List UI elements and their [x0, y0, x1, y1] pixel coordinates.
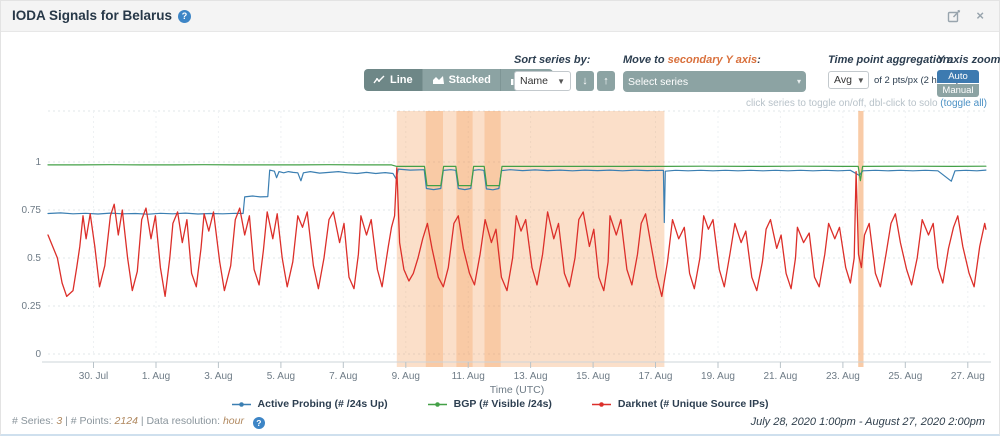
- svg-text:5. Aug: 5. Aug: [267, 371, 295, 382]
- secondary-axis-label-prefix: Move to: [623, 54, 668, 66]
- date-range: July 28, 2020 1:00pm - August 27, 2020 2…: [750, 416, 985, 428]
- svg-text:23. Aug: 23. Aug: [826, 371, 860, 382]
- legend-label: Active Probing (# /24s Up): [257, 398, 388, 410]
- chart-stats: # Series: 3 | # Points: 2124 | Data reso…: [12, 415, 265, 429]
- legend-marker-icon: [427, 401, 447, 407]
- series-count-value: 3: [56, 415, 63, 427]
- svg-text:9. Aug: 9. Aug: [392, 371, 420, 382]
- series-count-label: # Series:: [12, 415, 57, 427]
- aggregation-detail: of 2 pts/px (2 hours): [874, 75, 959, 86]
- line-chart-icon: [373, 75, 385, 84]
- points-count-label: # Points:: [70, 415, 115, 427]
- sort-series-value: Name: [520, 75, 549, 87]
- sort-series-select[interactable]: Name ▼: [514, 71, 571, 91]
- legend-item[interactable]: Active Probing (# /24s Up): [231, 398, 388, 410]
- aggregation-select[interactable]: Avg ▼: [828, 71, 869, 89]
- sort-descending-button[interactable]: ↓: [576, 71, 594, 91]
- resolution-value: hour: [222, 415, 244, 427]
- page-title: IODA Signals for Belarus?: [12, 8, 192, 23]
- legend-label: BGP (# Visible /24s): [453, 398, 552, 410]
- svg-text:0.75: 0.75: [22, 205, 42, 216]
- resolution-label: Data resolution:: [146, 415, 223, 427]
- secondary-axis-label: Move to secondary Y axis:: [623, 54, 761, 66]
- legend-item[interactable]: Darknet (# Unique Source IPs): [591, 398, 769, 410]
- svg-text:27. Aug: 27. Aug: [951, 371, 985, 382]
- area-chart-icon: [432, 76, 444, 84]
- svg-text:19. Aug: 19. Aug: [701, 371, 735, 382]
- chevron-down-icon: ▼: [557, 76, 565, 86]
- svg-text:11. Aug: 11. Aug: [452, 371, 485, 382]
- select-series-dropdown[interactable]: Select series ▾: [623, 71, 806, 92]
- chart-svg[interactable]: 30. Jul 1. Aug 3. Aug 5. Aug 7. Aug 9. Aug 11.…: [1, 105, 1000, 399]
- aggregation-label: Time point aggregation:: [828, 54, 954, 66]
- help-icon[interactable]: ?: [252, 417, 265, 429]
- svg-text:21. Aug: 21. Aug: [763, 371, 797, 382]
- svg-text:1: 1: [35, 157, 41, 168]
- aggregation-value: Avg: [834, 74, 852, 86]
- legend-marker-icon: [591, 401, 611, 407]
- page-title-text: IODA Signals for Belarus: [12, 8, 173, 23]
- panel-header: IODA Signals for Belarus? ×: [1, 1, 999, 32]
- svg-text:0.5: 0.5: [27, 253, 41, 264]
- y-zoom-auto-button[interactable]: Auto: [937, 70, 979, 83]
- svg-text:1. Aug: 1. Aug: [142, 371, 170, 382]
- svg-text:15. Aug: 15. Aug: [576, 371, 610, 382]
- stats-separator: |: [137, 415, 147, 427]
- edit-icon[interactable]: [947, 9, 961, 28]
- stats-separator: |: [62, 415, 71, 427]
- svg-text:30. Jul: 30. Jul: [79, 371, 108, 382]
- line-button-label: Line: [390, 74, 413, 86]
- series-toggle-hint-text: click series to toggle on/off, dbl-click…: [745, 98, 941, 109]
- svg-text:Time (UTC): Time (UTC): [490, 384, 544, 396]
- chevron-down-icon: ▾: [796, 77, 801, 86]
- svg-text:7. Aug: 7. Aug: [329, 371, 357, 382]
- toggle-all-link[interactable]: (toggle all): [940, 98, 987, 109]
- chart-legend: Active Probing (# /24s Up) BGP (# Visible…: [1, 398, 999, 410]
- legend-marker-icon: [231, 401, 251, 407]
- chevron-down-icon: ▼: [856, 75, 865, 85]
- series-toggle-hint: click series to toggle on/off, dbl-click…: [746, 98, 987, 109]
- sort-series-label: Sort series by:: [514, 54, 591, 66]
- points-count-value: 2124: [114, 415, 138, 427]
- y-axis-zoom-label: Y axis zoom:: [937, 54, 1000, 66]
- line-chart-button[interactable]: Line: [364, 69, 423, 91]
- close-icon[interactable]: ×: [976, 8, 984, 23]
- y-zoom-manual-button[interactable]: Manual: [937, 84, 979, 97]
- svg-text:13. Aug: 13. Aug: [514, 371, 548, 382]
- secondary-axis-label-suffix: :: [757, 54, 761, 66]
- help-icon[interactable]: ?: [178, 10, 192, 23]
- svg-text:25. Aug: 25. Aug: [888, 371, 922, 382]
- svg-text:0: 0: [35, 349, 41, 360]
- stacked-chart-button[interactable]: Stacked: [422, 69, 501, 91]
- svg-text:0.25: 0.25: [22, 301, 42, 312]
- select-series-placeholder: Select series: [628, 75, 689, 88]
- sort-ascending-button[interactable]: ↑: [597, 71, 615, 91]
- stacked-button-label: Stacked: [448, 74, 491, 86]
- legend-item[interactable]: BGP (# Visible /24s): [427, 398, 552, 410]
- legend-label: Darknet (# Unique Source IPs): [617, 398, 769, 410]
- svg-text:17. Aug: 17. Aug: [639, 371, 673, 382]
- secondary-axis-label-highlight: secondary Y axis: [667, 54, 758, 66]
- svg-text:3. Aug: 3. Aug: [204, 371, 232, 382]
